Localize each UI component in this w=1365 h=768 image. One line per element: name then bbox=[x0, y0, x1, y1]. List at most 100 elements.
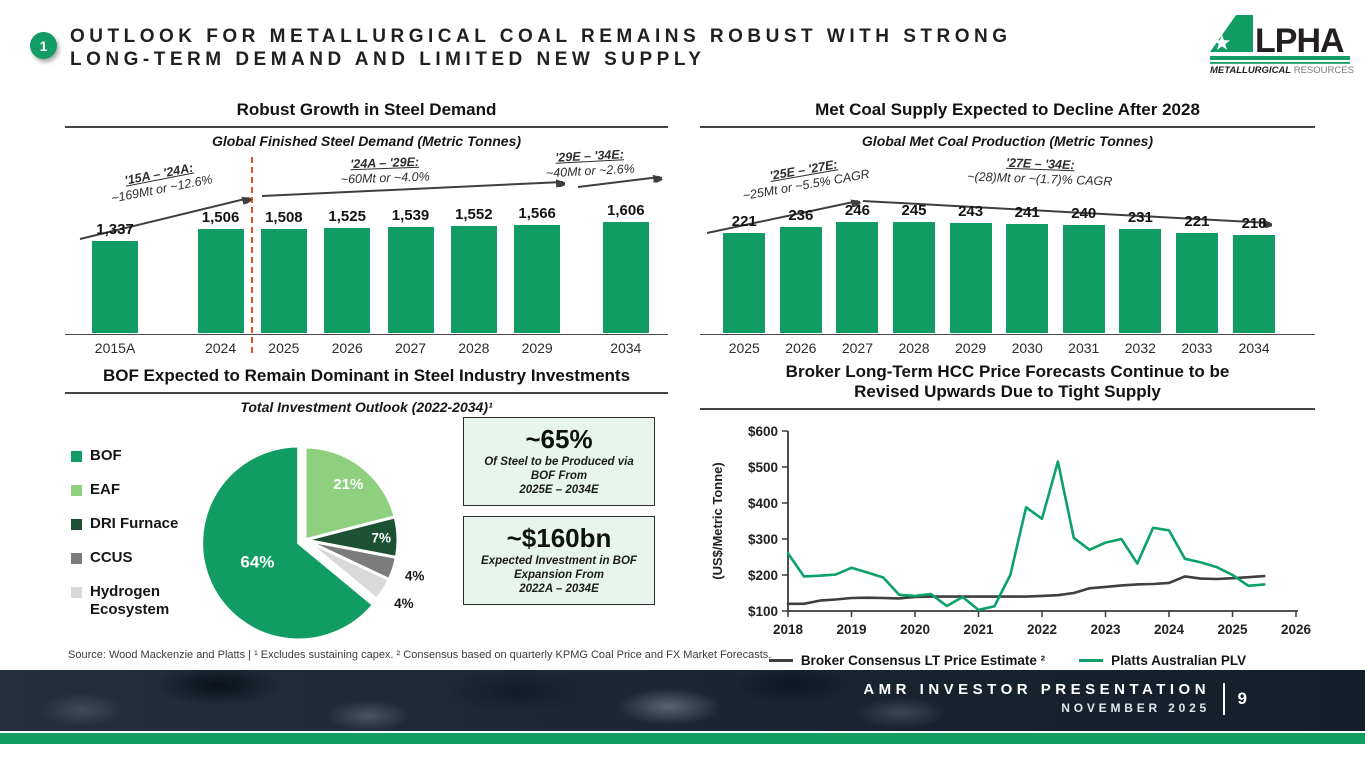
steel-demand-panel: Robust Growth in Steel Demand Global Fin… bbox=[65, 100, 668, 356]
pie-slice-label: 21% bbox=[333, 476, 363, 493]
svg-text:METALLURGICAL RESOURC: METALLURGICAL RESOURCES bbox=[1210, 65, 1354, 74]
bar-value: 1,552 bbox=[455, 205, 493, 223]
bar-value: 1,606 bbox=[607, 202, 645, 219]
actual-estimate-divider bbox=[250, 157, 253, 353]
steel-demand-chart: '15A – '24A: ~169Mt or ~12.6% '24A – '29… bbox=[65, 147, 668, 356]
bar-2029 bbox=[514, 224, 561, 333]
section-rule bbox=[700, 408, 1315, 410]
y-tick-label: $100 bbox=[748, 604, 778, 619]
pie-slice-label: 4% bbox=[394, 596, 414, 611]
legend-label: CCUS bbox=[90, 549, 133, 566]
logo-tagline-bold: METALLURGICAL bbox=[1210, 65, 1291, 74]
legend-label: Platts Australian PLV bbox=[1111, 653, 1247, 668]
callout-line: Expected Investment in BOF bbox=[481, 555, 637, 567]
bar-2034 bbox=[1233, 234, 1276, 333]
annotation-15a-24a: '15A – '24A: ~169Mt or ~12.6% bbox=[72, 151, 250, 214]
annotation-24a-29e: '24A – '29E: ~60Mt or ~4.0% bbox=[285, 153, 486, 190]
series-broker-consensus-lt-price-estimate- bbox=[786, 574, 1266, 606]
x-tick-label: 2018 bbox=[773, 622, 804, 637]
bar-category: 2027 bbox=[394, 340, 427, 356]
bar-value: 221 bbox=[1184, 213, 1210, 231]
legend-label: BOF bbox=[90, 447, 122, 464]
legend-swatch bbox=[71, 451, 82, 462]
bar-category: 2032 bbox=[1124, 340, 1156, 356]
pie-slice-label: 4% bbox=[405, 569, 425, 584]
bar-category: 2025 bbox=[268, 340, 300, 356]
line-legend-item: Platts Australian PLV bbox=[1079, 653, 1246, 668]
star-icon bbox=[1213, 34, 1231, 50]
hcc-price-panel: Broker Long-Term HCC Price Forecasts Con… bbox=[700, 362, 1315, 668]
alpha-logo: LPHA METALLURGICAL RESOURCES bbox=[1205, 12, 1355, 79]
section-rule bbox=[65, 126, 668, 128]
bar-value: 245 bbox=[901, 202, 927, 220]
bar-2027 bbox=[836, 222, 879, 333]
y-tick-label: $400 bbox=[748, 496, 778, 511]
logo-tagline-light: RESOURCES bbox=[1294, 65, 1354, 74]
pie-legend-item-hydrogen-ecosystem: Hydrogen Ecosystem bbox=[71, 583, 199, 619]
chart-title: Total Investment Outlook (2022-2034)¹ bbox=[240, 399, 493, 415]
legend-label: Hydrogen Ecosystem bbox=[90, 583, 170, 618]
bar-category: 2025 bbox=[728, 340, 760, 356]
pie-legend-item-dri-furnace: DRI Furnace bbox=[71, 515, 199, 533]
bar-2026 bbox=[779, 226, 822, 333]
annotation-27e-34e: '27E – '34E: ~(28)Mt or ~(1.7)% CAGR bbox=[935, 153, 1146, 190]
legend-swatch bbox=[768, 659, 793, 662]
logo-word: LPHA bbox=[1255, 22, 1344, 60]
callout-line: BOF From bbox=[530, 470, 588, 482]
bar-2024 bbox=[197, 228, 244, 333]
alpha-logo-icon: LPHA METALLURGICAL RESOURCES bbox=[1210, 15, 1354, 76]
bar-value: 246 bbox=[844, 202, 870, 219]
bar-2025 bbox=[723, 233, 766, 333]
callout-line: 2025E – 2034E bbox=[519, 484, 599, 496]
slide-title: OUTLOOK FOR METALLURGICAL COAL REMAINS R… bbox=[70, 25, 1012, 71]
bar-category: 2029 bbox=[955, 340, 987, 356]
x-axis bbox=[700, 334, 1315, 335]
bar-value: 1,508 bbox=[265, 208, 303, 226]
bar-value: 240 bbox=[1071, 204, 1097, 222]
bar-value: 218 bbox=[1241, 214, 1267, 232]
legend-label: Broker Consensus LT Price Estimate ² bbox=[800, 653, 1046, 668]
bar-2030 bbox=[1006, 224, 1049, 333]
callout-headline: ~$160bn bbox=[506, 523, 612, 553]
bar-value: 1,337 bbox=[96, 220, 134, 238]
bottom-green-stripe bbox=[0, 733, 1365, 744]
x-tick-label: 2020 bbox=[900, 622, 930, 637]
bar-2032 bbox=[1119, 228, 1162, 333]
bar-2033 bbox=[1175, 233, 1218, 333]
section-title-line2: Revised Upwards Due to Tight Supply bbox=[854, 382, 1161, 401]
chart-title: Global Finished Steel Demand (Metric Ton… bbox=[211, 133, 522, 149]
slide-title-line2: LONG-TERM DEMAND AND LIMITED NEW SUPPLY bbox=[70, 49, 706, 70]
bar-value: 1,539 bbox=[391, 206, 430, 224]
legend-swatch bbox=[71, 553, 82, 564]
section-title: Robust Growth in Steel Demand bbox=[236, 100, 497, 119]
bar-2034 bbox=[602, 222, 649, 333]
pie-slice-hydrogen-ecosystem bbox=[304, 538, 392, 602]
bar-value: 1,506 bbox=[201, 208, 240, 226]
x-tick-label: 2019 bbox=[836, 622, 866, 637]
bar-category: 2034 bbox=[610, 340, 642, 356]
callouts: ~65% Of Steel to be Produced via BOF Fro… bbox=[463, 417, 655, 615]
bar-category: 2024 bbox=[204, 340, 237, 356]
bar-category: 2026 bbox=[785, 340, 817, 356]
y-tick-label: $200 bbox=[748, 568, 778, 583]
chart-title: Global Met Coal Production (Metric Tonne… bbox=[861, 133, 1154, 149]
investment-panel: BOF Expected to Remain Dominant in Steel… bbox=[65, 366, 668, 665]
slide-title-line1: OUTLOOK FOR METALLURGICAL COAL REMAINS R… bbox=[70, 26, 1012, 47]
bar-category: 2031 bbox=[1068, 340, 1100, 356]
x-axis bbox=[65, 334, 668, 335]
bar-2015A bbox=[92, 240, 139, 333]
section-rule bbox=[700, 126, 1315, 128]
slide-number-badge: 1 bbox=[30, 32, 57, 59]
bar-value: 1,525 bbox=[328, 207, 366, 225]
pie-legend: BOF EAF DRI Furnace CCUS Hydrogen Ecosystem bbox=[71, 447, 199, 635]
x-tick-label: 2026 bbox=[1281, 622, 1312, 637]
callout-line: Of Steel to be Produced via bbox=[484, 456, 634, 468]
section-title: BOF Expected to Remain Dominant in Steel… bbox=[102, 366, 631, 385]
footer-divider bbox=[1223, 682, 1225, 715]
legend-swatch bbox=[71, 485, 82, 496]
footer-coal-photo: AMR INVESTOR PRESENTATION NOVEMBER 2025 … bbox=[0, 670, 1365, 731]
met-coal-panel: Met Coal Supply Expected to Decline Afte… bbox=[700, 100, 1315, 356]
legend-label: DRI Furnace bbox=[90, 515, 179, 532]
annotation-29e-34e: '29E – '34E: ~40Mt or ~2.6% bbox=[509, 145, 670, 183]
callout-headline: ~65% bbox=[525, 424, 593, 454]
